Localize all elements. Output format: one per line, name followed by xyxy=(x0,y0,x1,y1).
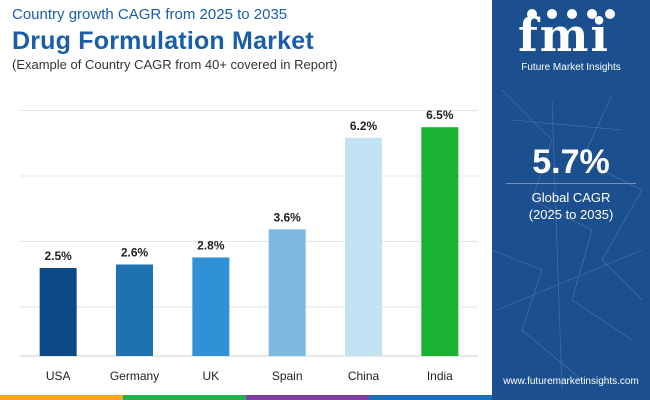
x-tick-label: Spain xyxy=(272,369,303,383)
strip-segment xyxy=(246,395,369,400)
logo-emblem-icon xyxy=(527,9,615,19)
bar-value-label: 3.6% xyxy=(273,210,301,224)
x-tick-label: Germany xyxy=(110,369,159,383)
logo-tagline: Future Market Insights xyxy=(521,62,621,73)
chart-kicker: Country growth CAGR from 2025 to 2035 xyxy=(12,6,288,23)
fmi-logo: fmi Future Market Insights xyxy=(492,0,650,80)
website-link[interactable]: www.futuremarketinsights.com xyxy=(503,376,639,387)
global-cagr-label: Global CAGR xyxy=(531,190,611,205)
bar-value-label: 6.2% xyxy=(350,119,378,133)
stat-divider xyxy=(506,183,636,184)
bar-chart: 2.5% USA 2.6% Germany 2.8% UK 3.6% Spain 6.2% Chi… xyxy=(20,108,478,383)
x-tick-label: India xyxy=(427,369,453,383)
x-tick-label: China xyxy=(348,369,380,383)
bar xyxy=(345,137,382,356)
global-cagr-range: (2025 to 2035) xyxy=(528,207,614,222)
bar-value-label: 6.5% xyxy=(426,108,454,122)
strip-segment xyxy=(0,395,123,400)
bar xyxy=(192,257,230,356)
bottom-color-strip xyxy=(0,395,492,400)
x-tick-label: USA xyxy=(46,369,71,383)
bar-value-label: 2.5% xyxy=(44,249,72,263)
bar xyxy=(268,229,306,356)
panel-texture xyxy=(492,89,643,391)
chart-note: (Example of Country CAGR from 40+ covere… xyxy=(12,57,338,72)
x-tick-label: UK xyxy=(202,369,219,383)
chart-title: Drug Formulation Market xyxy=(12,27,314,55)
strip-segment xyxy=(123,395,246,400)
bar xyxy=(421,127,459,356)
bar xyxy=(116,264,153,356)
bar-value-label: 2.6% xyxy=(121,245,149,259)
bar-value-label: 2.8% xyxy=(197,238,225,252)
logo-wordmark: fmi xyxy=(518,8,610,62)
global-cagr-value: 5.7% xyxy=(532,143,610,181)
strip-segment xyxy=(369,395,492,400)
bar xyxy=(39,268,77,356)
summary-panel: fmi Future Market Insights 5.7% Global C… xyxy=(492,0,650,400)
